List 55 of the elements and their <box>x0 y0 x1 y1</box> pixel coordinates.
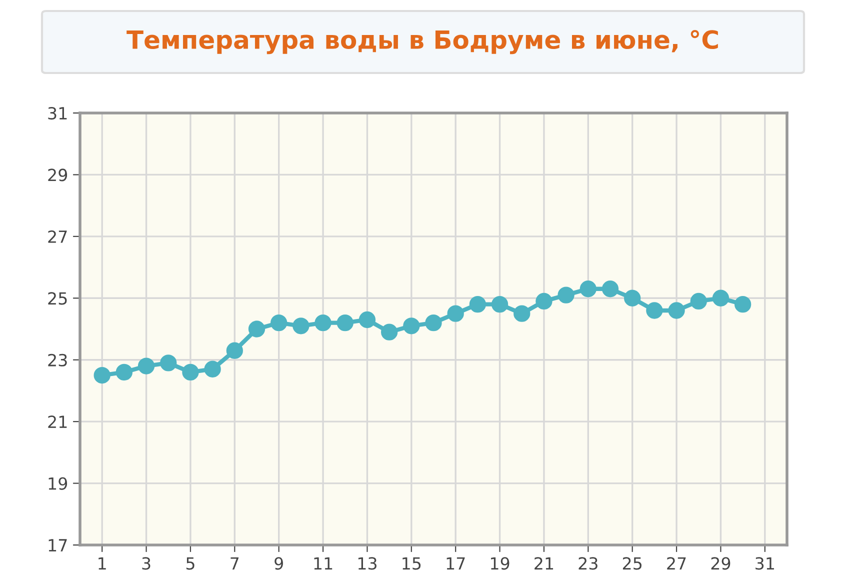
point <box>292 318 310 334</box>
y-tick-label: 31 <box>48 106 67 120</box>
point <box>380 324 398 340</box>
point <box>447 305 464 322</box>
point <box>514 305 530 322</box>
point <box>94 366 110 384</box>
x-tick-label: 23 <box>578 557 598 570</box>
point <box>668 302 685 319</box>
x-tick-label: 31 <box>756 557 774 570</box>
point <box>558 286 574 304</box>
x-tick-label: 15 <box>402 557 421 570</box>
point <box>602 280 619 298</box>
x-tick-label: 11 <box>314 557 332 570</box>
x-tick-label: 7 <box>230 557 239 570</box>
point <box>270 314 288 332</box>
point <box>226 342 243 359</box>
point <box>646 302 663 319</box>
y-tick-label: 25 <box>48 292 67 305</box>
x-tick-label: 21 <box>534 557 554 570</box>
x-tick-label: 3 <box>142 557 150 570</box>
x-tick-label: 9 <box>274 557 283 570</box>
point <box>314 314 332 332</box>
point <box>580 280 596 298</box>
y-tick-label: 29 <box>48 168 68 182</box>
point <box>734 296 752 313</box>
point <box>160 354 177 372</box>
y-tick-label: 27 <box>48 230 67 243</box>
x-tick-label: 27 <box>667 557 686 570</box>
point <box>182 364 199 381</box>
x-tick-label: 1 <box>98 557 106 570</box>
y-tick-label: 23 <box>48 354 67 366</box>
point <box>712 290 730 306</box>
point <box>425 314 442 332</box>
point <box>358 311 376 328</box>
y-tick-label: 19 <box>48 477 68 490</box>
x-tick-label: 19 <box>491 557 510 570</box>
point <box>403 318 420 334</box>
point <box>138 358 155 374</box>
x-tick-label: 17 <box>446 557 465 570</box>
point <box>204 360 221 378</box>
point <box>690 292 707 310</box>
y-tick-label: 21 <box>48 416 67 428</box>
point <box>536 292 552 310</box>
point <box>624 290 641 306</box>
y-tick-label: 17 <box>48 539 67 552</box>
x-tick-label: 25 <box>622 557 642 570</box>
x-tick-label: 5 <box>186 557 194 570</box>
x-tick-label: 13 <box>358 557 376 570</box>
point <box>248 320 266 338</box>
chart-title: Температура воды в Бодруме в июне, °C <box>126 30 718 54</box>
point <box>491 296 508 313</box>
x-tick-label: 29 <box>711 557 730 570</box>
point <box>469 296 486 313</box>
point <box>116 364 133 381</box>
point <box>336 314 354 332</box>
